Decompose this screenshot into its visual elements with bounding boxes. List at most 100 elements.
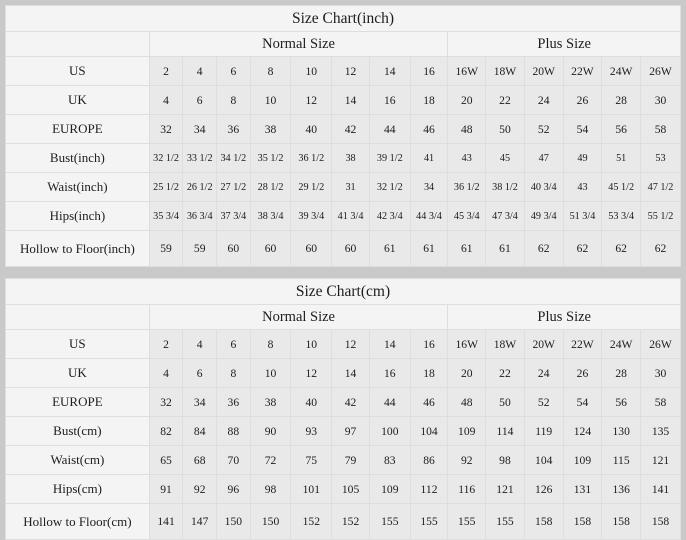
data-cell: 98 <box>485 445 525 475</box>
data-cell: 56 <box>601 387 642 417</box>
table-row: Bust(cm) 82 84 88 90 93 97 100 104 109 114 119 124 13… <box>5 416 681 446</box>
group-header-plus-size: Plus Size <box>447 31 681 57</box>
data-cell: 124 <box>562 416 603 446</box>
data-cell: 155 <box>368 503 411 540</box>
data-cell: 60 <box>249 230 292 267</box>
data-cell: 26W <box>640 329 681 359</box>
data-cell: 70 <box>216 445 251 475</box>
data-cell: 47 <box>523 143 564 173</box>
data-cell: 121 <box>485 474 525 504</box>
data-cell: 141 <box>640 474 681 504</box>
size-chart-cm-body: Size Chart(cm) Normal Size Plus Size US 2 4 6 8… <box>5 278 681 540</box>
data-cell: 59 <box>148 230 184 267</box>
data-cell: 6 <box>182 85 218 115</box>
data-cell: 43 <box>447 143 487 173</box>
data-cell: 92 <box>447 445 487 475</box>
group-header-row: Normal Size Plus Size <box>5 31 681 57</box>
table-row: Hips(inch) 35 3/4 36 3/4 37 3/4 38 3/4 39 3/4… <box>5 201 681 231</box>
data-cell: 97 <box>331 416 370 446</box>
size-chart-cm-block: Size Chart(cm) Normal Size Plus Size US 2 4 6 8… <box>5 278 681 540</box>
data-cell: 158 <box>640 503 681 540</box>
data-cell: 27 1/2 <box>216 172 251 202</box>
data-cell: 100 <box>368 416 411 446</box>
data-cell: 20 <box>447 358 487 388</box>
size-chart-cm-table: Size Chart(cm) Normal Size Plus Size US 2 4 6 8… <box>5 278 681 540</box>
data-cell: 37 3/4 <box>216 201 251 231</box>
data-cell: 12 <box>290 358 333 388</box>
data-cell: 62 <box>601 230 642 267</box>
data-cell: 72 <box>249 445 292 475</box>
data-cell: 150 <box>249 503 292 540</box>
data-cell: 38 1/2 <box>485 172 525 202</box>
data-cell: 30 <box>640 85 681 115</box>
title-row: Size Chart(cm) <box>5 278 681 305</box>
data-cell: 104 <box>523 445 564 475</box>
data-cell: 68 <box>182 445 218 475</box>
data-cell: 28 1/2 <box>249 172 292 202</box>
row-label: Waist(inch) <box>5 172 150 202</box>
data-cell: 4 <box>182 56 218 86</box>
data-cell: 14 <box>331 358 370 388</box>
data-cell: 36 <box>216 387 251 417</box>
data-cell: 82 <box>148 416 184 446</box>
data-cell: 49 <box>562 143 603 173</box>
row-label: Hips(inch) <box>5 201 150 231</box>
data-cell: 8 <box>216 85 251 115</box>
group-header-plus-size: Plus Size <box>447 304 681 330</box>
data-cell: 83 <box>368 445 411 475</box>
data-cell: 101 <box>290 474 333 504</box>
data-cell: 50 <box>485 114 525 144</box>
data-cell: 114 <box>485 416 525 446</box>
data-cell: 26 <box>562 85 603 115</box>
data-cell: 61 <box>368 230 411 267</box>
data-cell: 32 <box>148 387 184 417</box>
data-cell: 24W <box>601 329 642 359</box>
data-cell: 26 <box>562 358 603 388</box>
row-label: Bust(inch) <box>5 143 150 173</box>
data-cell: 16 <box>368 358 411 388</box>
data-cell: 12 <box>331 56 370 86</box>
data-cell: 18W <box>485 56 525 86</box>
data-cell: 28 <box>601 85 642 115</box>
data-cell: 121 <box>640 445 681 475</box>
table-row: UK 4 6 8 10 12 14 16 18 20 22 24 26 28 30 <box>5 85 681 115</box>
data-cell: 90 <box>249 416 292 446</box>
data-cell: 109 <box>447 416 487 446</box>
data-cell: 12 <box>290 85 333 115</box>
data-cell: 8 <box>249 56 292 86</box>
data-cell: 34 1/2 <box>216 143 251 173</box>
data-cell: 26W <box>640 56 681 86</box>
data-cell: 109 <box>562 445 603 475</box>
group-header-row: Normal Size Plus Size <box>5 304 681 330</box>
data-cell: 54 <box>562 114 603 144</box>
data-cell: 4 <box>148 85 184 115</box>
data-cell: 49 3/4 <box>523 201 564 231</box>
data-cell: 52 <box>523 114 564 144</box>
data-cell: 59 <box>182 230 218 267</box>
data-cell: 62 <box>562 230 603 267</box>
data-cell: 51 <box>601 143 642 173</box>
data-cell: 93 <box>290 416 333 446</box>
size-chart-inch-table: Size Chart(inch) Normal Size Plus Size US 2 4… <box>5 5 681 267</box>
row-label: EUROPE <box>5 387 150 417</box>
data-cell: 12 <box>331 329 370 359</box>
group-header-blank <box>5 31 150 57</box>
data-cell: 60 <box>216 230 251 267</box>
data-cell: 22 <box>485 358 525 388</box>
data-cell: 135 <box>640 416 681 446</box>
group-header-normal-size: Normal Size <box>148 31 449 57</box>
data-cell: 32 1/2 <box>368 172 411 202</box>
data-cell: 22W <box>562 56 603 86</box>
data-cell: 52 <box>523 387 564 417</box>
data-cell: 45 1/2 <box>601 172 642 202</box>
data-cell: 6 <box>216 56 251 86</box>
data-cell: 14 <box>331 85 370 115</box>
data-cell: 16 <box>368 85 411 115</box>
data-cell: 2 <box>148 329 184 359</box>
data-cell: 147 <box>182 503 218 540</box>
data-cell: 36 1/2 <box>447 172 487 202</box>
data-cell: 32 1/2 <box>148 143 184 173</box>
data-cell: 152 <box>331 503 370 540</box>
data-cell: 150 <box>216 503 251 540</box>
data-cell: 96 <box>216 474 251 504</box>
